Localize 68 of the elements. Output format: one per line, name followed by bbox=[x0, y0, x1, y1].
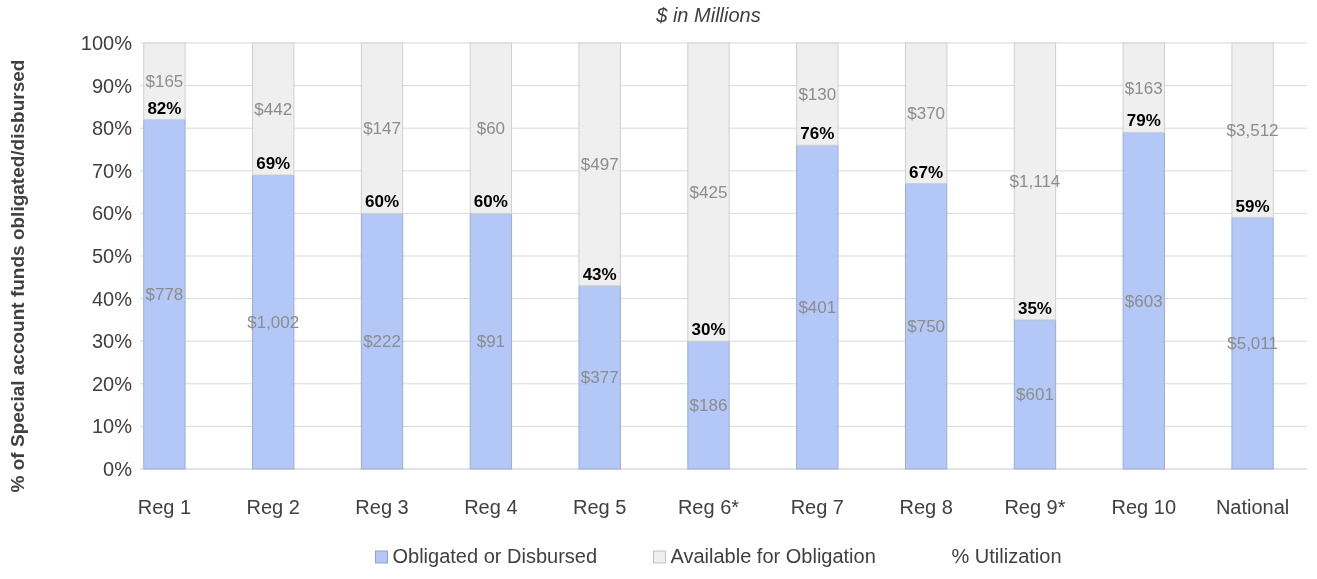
annotation: $370 bbox=[907, 104, 946, 124]
bar bbox=[578, 285, 621, 470]
y-tick-label: 50% bbox=[91, 245, 133, 267]
annotation: $377 bbox=[580, 368, 619, 388]
annotation: $222 bbox=[363, 332, 401, 352]
bar bbox=[360, 212, 404, 470]
y-tick-label: 20% bbox=[91, 372, 133, 395]
data-label: 82% bbox=[147, 98, 182, 118]
annotation: $601 bbox=[1016, 385, 1054, 405]
x-tick-label: Reg 3 bbox=[355, 496, 409, 518]
y-tick-label: 90% bbox=[91, 74, 133, 97]
chart-title: $ in Millions bbox=[655, 4, 761, 26]
x-tick-label: Reg 9* bbox=[1004, 496, 1066, 518]
annotation: $1,114 bbox=[1009, 172, 1061, 192]
annotation: $163 bbox=[1124, 78, 1163, 98]
y-tick-label: 10% bbox=[91, 415, 133, 438]
bar bbox=[904, 183, 948, 470]
y-tick-label: 80% bbox=[91, 117, 133, 140]
annotation: $3,512 bbox=[1226, 121, 1279, 141]
y-tick-label: 0% bbox=[103, 458, 133, 480]
bar bbox=[1013, 319, 1057, 470]
y-tick-label: 40% bbox=[91, 287, 133, 310]
data-label: 60% bbox=[365, 192, 400, 212]
annotation: $91 bbox=[476, 332, 506, 352]
data-label: 30% bbox=[691, 320, 726, 340]
x-tick-label: National bbox=[1215, 496, 1290, 518]
data-label: 60% bbox=[473, 192, 508, 212]
bar bbox=[143, 119, 186, 470]
y-tick-label: 60% bbox=[91, 202, 133, 225]
y-tick-label: 100% bbox=[80, 32, 133, 54]
annotation: $165 bbox=[145, 72, 184, 92]
annotation: $147 bbox=[363, 119, 401, 139]
annotation: $60 bbox=[476, 119, 506, 139]
annotation: $425 bbox=[689, 183, 728, 203]
data-label: 79% bbox=[1126, 111, 1161, 131]
data-label: 43% bbox=[582, 264, 617, 284]
x-tick-label: Reg 5 bbox=[572, 496, 627, 518]
x-tick-label: Reg 6* bbox=[677, 496, 740, 518]
y-tick-label: 70% bbox=[91, 159, 133, 182]
data-label: 69% bbox=[256, 154, 291, 174]
x-tick-label: Reg 10 bbox=[1111, 496, 1177, 518]
annotation: $442 bbox=[254, 100, 293, 120]
x-tick-label: Reg 1 bbox=[137, 496, 192, 518]
data-label: 76% bbox=[800, 124, 835, 144]
bar bbox=[687, 340, 730, 470]
bar bbox=[1122, 131, 1165, 470]
x-tick-label: Reg 4 bbox=[464, 496, 518, 518]
annotation: $603 bbox=[1124, 291, 1163, 311]
y-axis-title: % of Special account funds obligated/disbursed bbox=[7, 59, 28, 493]
annotation: $750 bbox=[907, 317, 946, 337]
data-label: 67% bbox=[909, 162, 944, 182]
legend-label: Available for Obligation bbox=[670, 545, 876, 567]
annotation: $401 bbox=[798, 298, 837, 318]
legend-label: Obligated or Disbursed bbox=[392, 545, 598, 567]
annotation: $5,011 bbox=[1227, 334, 1278, 354]
data-label: 59% bbox=[1235, 196, 1270, 216]
x-tick-label: Reg 7 bbox=[790, 496, 845, 518]
annotation: $130 bbox=[798, 85, 837, 105]
bar bbox=[796, 144, 839, 470]
y-tick-label: 30% bbox=[91, 330, 133, 353]
bar bbox=[469, 212, 513, 470]
annotation: $186 bbox=[689, 396, 728, 416]
text: % Utilization bbox=[951, 545, 1062, 567]
x-tick-label: Reg 8 bbox=[899, 496, 953, 518]
annotation: $778 bbox=[145, 285, 184, 305]
x-tick-label: Reg 2 bbox=[246, 496, 300, 518]
data-label: 35% bbox=[1017, 298, 1052, 318]
annotation: $497 bbox=[580, 155, 619, 175]
